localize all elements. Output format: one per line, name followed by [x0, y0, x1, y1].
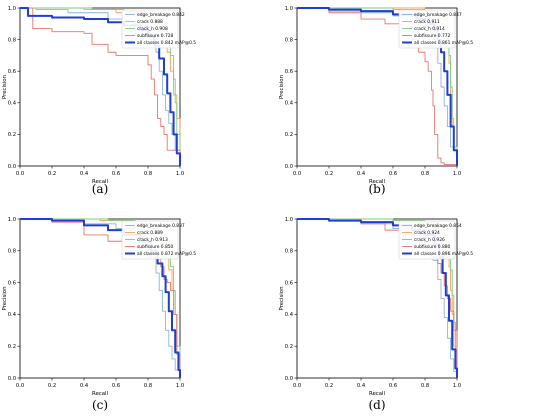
- legend-entry: crack 0.924: [414, 230, 440, 236]
- legend-entry: crack_h 0.913: [137, 237, 168, 243]
- legend-entry: edge_breakage 0.847: [414, 12, 462, 18]
- y-tick-label: 1.0: [285, 217, 293, 223]
- x-tick-label: 0.0: [16, 171, 24, 177]
- legend-entry: crack 0.888: [137, 19, 163, 25]
- legend-entry: edge_breakage 0.854: [414, 223, 462, 229]
- legend-entry: subfissure 0.772: [414, 33, 451, 39]
- legend-entry: all classes 0.896 mAP@0.5: [414, 251, 473, 257]
- x-axis-label: Recall: [92, 179, 108, 185]
- legend-entry: subfissure 0.880: [414, 244, 451, 250]
- x-tick-label: 0.8: [144, 171, 152, 177]
- y-tick-label: 0.6: [285, 69, 293, 75]
- y-tick-label: 0.2: [8, 344, 16, 350]
- x-axis-label: Recall: [369, 179, 385, 185]
- y-tick-label: 0.0: [8, 164, 16, 170]
- x-tick-label: 0.8: [421, 383, 429, 389]
- legend-entry: edge_breakage 0.842: [137, 12, 185, 18]
- legend-entry: subfissure 0.850: [137, 244, 174, 250]
- chart-panel: 0.0 0.2 0.4 0.6 0.8 1.0 0.0 0.2 0.4 0.6 0.8 1.0 Reca…: [279, 6, 473, 196]
- x-tick-label: 0.6: [112, 171, 120, 177]
- x-tick-label: 0.2: [325, 383, 333, 389]
- series-line: [20, 218, 181, 378]
- legend-entry: crack 0.911: [414, 19, 440, 25]
- x-tick-label: 0.6: [112, 383, 120, 389]
- series-line: [20, 7, 181, 166]
- y-tick-label: 0.4: [8, 101, 17, 107]
- x-tick-label: 0.8: [421, 171, 429, 177]
- legend-box: [121, 9, 179, 49]
- x-tick-label: 0.0: [16, 383, 24, 389]
- y-axis-label: Precision: [279, 286, 285, 310]
- legend-entry: all classes 0.842 mAP@0.5: [137, 40, 196, 46]
- y-axis-label: Precision: [2, 286, 8, 310]
- x-tick-label: 0.2: [48, 171, 56, 177]
- legend-entry: crack_h 0.926: [414, 237, 445, 243]
- legend-entry: crack 0.889: [137, 230, 163, 236]
- x-tick-label: 1.0: [453, 171, 461, 177]
- legend-entry: crack_h 0.908: [137, 26, 168, 32]
- y-tick-label: 0.8: [8, 249, 16, 255]
- y-tick-label: 0.8: [285, 37, 293, 43]
- chart-panel: 0.0 0.2 0.4 0.6 0.8 1.0 0.0 0.2 0.4 0.6 0.8 1.0 Reca…: [2, 217, 196, 412]
- series-line: [20, 7, 181, 166]
- y-tick-label: 0.4: [285, 312, 294, 318]
- legend-box: [398, 9, 456, 49]
- x-tick-label: 0.6: [389, 383, 397, 389]
- x-tick-label: 0.6: [389, 171, 397, 177]
- x-tick-label: 0.8: [144, 383, 152, 389]
- legend-entry: all classes 0.872 mAP@0.5: [137, 251, 196, 257]
- x-tick-label: 0.4: [357, 383, 366, 389]
- y-tick-label: 1.0: [8, 217, 16, 223]
- y-tick-label: 1.0: [285, 6, 293, 12]
- x-tick-label: 0.4: [80, 171, 89, 177]
- y-axis-label: Precision: [279, 75, 285, 99]
- panel-caption: (b): [368, 182, 385, 196]
- y-tick-label: 0.2: [285, 344, 293, 350]
- y-tick-label: 0.8: [285, 249, 293, 255]
- x-axis-label: Recall: [369, 391, 385, 397]
- x-tick-label: 1.0: [176, 383, 184, 389]
- legend-box: [398, 220, 456, 260]
- panel-caption: (d): [368, 398, 385, 412]
- y-tick-label: 1.0: [8, 6, 16, 12]
- x-tick-label: 0.2: [325, 171, 333, 177]
- y-tick-label: 0.6: [8, 69, 16, 75]
- series-line: [297, 7, 458, 166]
- x-tick-label: 0.2: [48, 383, 56, 389]
- y-tick-label: 0.6: [285, 280, 293, 286]
- x-tick-label: 1.0: [176, 171, 184, 177]
- y-tick-label: 0.0: [8, 376, 16, 382]
- legend-entry: edge_breakage 0.837: [137, 223, 185, 229]
- y-tick-label: 0.4: [8, 312, 17, 318]
- y-tick-label: 0.4: [285, 101, 294, 107]
- x-tick-label: 1.0: [453, 383, 461, 389]
- x-tick-label: 0.4: [357, 171, 366, 177]
- legend-entry: crack_h 0.914: [414, 26, 445, 32]
- y-tick-label: 0.0: [285, 376, 293, 382]
- x-axis-label: Recall: [92, 391, 108, 397]
- legend-entry: all classes 0.861 mAP@0.5: [414, 40, 473, 46]
- y-tick-label: 0.2: [8, 132, 16, 138]
- chart-panel: 0.0 0.2 0.4 0.6 0.8 1.0 0.0 0.2 0.4 0.6 0.8 1.0 Reca…: [279, 217, 473, 412]
- x-tick-label: 0.4: [80, 383, 89, 389]
- x-tick-label: 0.0: [293, 171, 301, 177]
- series-line: [20, 218, 181, 378]
- panel-caption: (c): [92, 398, 108, 412]
- y-tick-label: 0.0: [285, 164, 293, 170]
- panel-caption: (a): [92, 182, 109, 196]
- chart-panel: 0.0 0.2 0.4 0.6 0.8 1.0 0.0 0.2 0.4 0.6 0.8 1.0 Reca…: [2, 6, 196, 196]
- y-axis-label: Precision: [2, 75, 8, 99]
- y-tick-label: 0.8: [8, 37, 16, 43]
- y-tick-label: 0.2: [285, 132, 293, 138]
- legend-entry: subfissure 0.728: [137, 33, 174, 39]
- x-tick-label: 0.0: [293, 383, 301, 389]
- legend-box: [121, 220, 179, 260]
- y-tick-label: 0.6: [8, 280, 16, 286]
